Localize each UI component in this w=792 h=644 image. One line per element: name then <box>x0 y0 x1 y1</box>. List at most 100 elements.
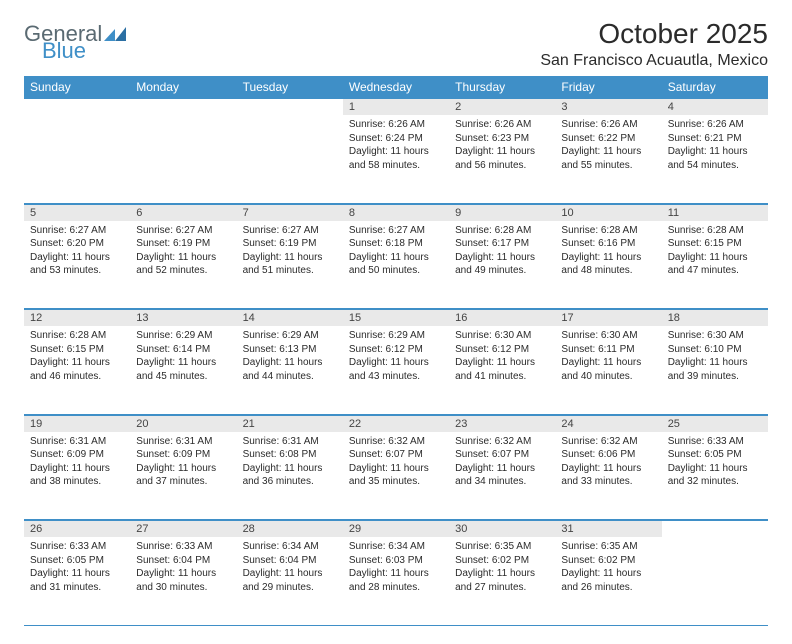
dow-header: Sunday <box>24 76 130 98</box>
daylight-line: Daylight: 11 hours and 47 minutes. <box>668 251 762 278</box>
sunset-line: Sunset: 6:04 PM <box>136 554 230 568</box>
calendar-cell: Sunrise: 6:28 AMSunset: 6:15 PMDaylight:… <box>24 326 130 414</box>
sunrise-line: Sunrise: 6:32 AM <box>561 435 655 449</box>
day-number: 6 <box>130 204 236 221</box>
calendar-cell: Sunrise: 6:32 AMSunset: 6:07 PMDaylight:… <box>343 432 449 520</box>
daylight-line: Daylight: 11 hours and 50 minutes. <box>349 251 443 278</box>
day-number: 3 <box>555 98 661 115</box>
sunrise-line: Sunrise: 6:33 AM <box>668 435 762 449</box>
calendar-cell: Sunrise: 6:27 AMSunset: 6:19 PMDaylight:… <box>130 221 236 309</box>
daylight-line: Daylight: 11 hours and 39 minutes. <box>668 356 762 383</box>
daylight-line: Daylight: 11 hours and 58 minutes. <box>349 145 443 172</box>
sunset-line: Sunset: 6:13 PM <box>243 343 337 357</box>
day-number: 1 <box>343 98 449 115</box>
day-number: 2 <box>449 98 555 115</box>
sunset-line: Sunset: 6:03 PM <box>349 554 443 568</box>
daylight-line: Daylight: 11 hours and 43 minutes. <box>349 356 443 383</box>
calendar-cell <box>24 115 130 203</box>
dow-header: Wednesday <box>343 76 449 98</box>
daylight-line: Daylight: 11 hours and 38 minutes. <box>30 462 124 489</box>
sunrise-line: Sunrise: 6:30 AM <box>668 329 762 343</box>
daylight-line: Daylight: 11 hours and 48 minutes. <box>561 251 655 278</box>
sunset-line: Sunset: 6:06 PM <box>561 448 655 462</box>
calendar-cell: Sunrise: 6:30 AMSunset: 6:11 PMDaylight:… <box>555 326 661 414</box>
day-number: 28 <box>237 520 343 537</box>
day-number: 30 <box>449 520 555 537</box>
day-number: 21 <box>237 415 343 432</box>
dow-header: Saturday <box>662 76 768 98</box>
calendar-cell: Sunrise: 6:33 AMSunset: 6:05 PMDaylight:… <box>662 432 768 520</box>
daylight-line: Daylight: 11 hours and 33 minutes. <box>561 462 655 489</box>
day-number: 15 <box>343 309 449 326</box>
daylight-line: Daylight: 11 hours and 34 minutes. <box>455 462 549 489</box>
sunrise-line: Sunrise: 6:29 AM <box>349 329 443 343</box>
calendar-cell: Sunrise: 6:29 AMSunset: 6:13 PMDaylight:… <box>237 326 343 414</box>
sunrise-line: Sunrise: 6:35 AM <box>561 540 655 554</box>
sunrise-line: Sunrise: 6:27 AM <box>136 224 230 238</box>
sunrise-line: Sunrise: 6:32 AM <box>349 435 443 449</box>
calendar-cell: Sunrise: 6:29 AMSunset: 6:12 PMDaylight:… <box>343 326 449 414</box>
day-number: 22 <box>343 415 449 432</box>
sunset-line: Sunset: 6:19 PM <box>136 237 230 251</box>
calendar-cell <box>237 115 343 203</box>
calendar-table: SundayMondayTuesdayWednesdayThursdayFrid… <box>24 76 768 626</box>
calendar-cell: Sunrise: 6:32 AMSunset: 6:06 PMDaylight:… <box>555 432 661 520</box>
day-number: 25 <box>662 415 768 432</box>
calendar-cell: Sunrise: 6:29 AMSunset: 6:14 PMDaylight:… <box>130 326 236 414</box>
sunset-line: Sunset: 6:17 PM <box>455 237 549 251</box>
sunrise-line: Sunrise: 6:28 AM <box>455 224 549 238</box>
calendar-cell: Sunrise: 6:26 AMSunset: 6:21 PMDaylight:… <box>662 115 768 203</box>
daylight-line: Daylight: 11 hours and 45 minutes. <box>136 356 230 383</box>
sunrise-line: Sunrise: 6:35 AM <box>455 540 549 554</box>
calendar-cell: Sunrise: 6:31 AMSunset: 6:09 PMDaylight:… <box>130 432 236 520</box>
sunrise-line: Sunrise: 6:34 AM <box>349 540 443 554</box>
daylight-line: Daylight: 11 hours and 49 minutes. <box>455 251 549 278</box>
logo-text-2: Blue <box>42 41 126 62</box>
daylight-line: Daylight: 11 hours and 32 minutes. <box>668 462 762 489</box>
calendar-cell: Sunrise: 6:27 AMSunset: 6:19 PMDaylight:… <box>237 221 343 309</box>
sunset-line: Sunset: 6:05 PM <box>30 554 124 568</box>
sunset-line: Sunset: 6:05 PM <box>668 448 762 462</box>
sunset-line: Sunset: 6:07 PM <box>349 448 443 462</box>
page-title: October 2025 <box>540 18 768 50</box>
daylight-line: Daylight: 11 hours and 27 minutes. <box>455 567 549 594</box>
daylight-line: Daylight: 11 hours and 41 minutes. <box>455 356 549 383</box>
daylight-line: Daylight: 11 hours and 56 minutes. <box>455 145 549 172</box>
calendar-cell: Sunrise: 6:28 AMSunset: 6:15 PMDaylight:… <box>662 221 768 309</box>
sunset-line: Sunset: 6:20 PM <box>30 237 124 251</box>
daylight-line: Daylight: 11 hours and 31 minutes. <box>30 567 124 594</box>
sunset-line: Sunset: 6:22 PM <box>561 132 655 146</box>
sunset-line: Sunset: 6:24 PM <box>349 132 443 146</box>
calendar-cell: Sunrise: 6:26 AMSunset: 6:24 PMDaylight:… <box>343 115 449 203</box>
sunrise-line: Sunrise: 6:34 AM <box>243 540 337 554</box>
daylight-line: Daylight: 11 hours and 30 minutes. <box>136 567 230 594</box>
daylight-line: Daylight: 11 hours and 44 minutes. <box>243 356 337 383</box>
day-number: 17 <box>555 309 661 326</box>
calendar-cell: Sunrise: 6:28 AMSunset: 6:16 PMDaylight:… <box>555 221 661 309</box>
dow-header: Monday <box>130 76 236 98</box>
day-number: 20 <box>130 415 236 432</box>
sunrise-line: Sunrise: 6:31 AM <box>243 435 337 449</box>
day-number <box>237 98 343 115</box>
day-number: 10 <box>555 204 661 221</box>
daylight-line: Daylight: 11 hours and 35 minutes. <box>349 462 443 489</box>
day-number <box>130 98 236 115</box>
dow-header: Thursday <box>449 76 555 98</box>
daylight-line: Daylight: 11 hours and 55 minutes. <box>561 145 655 172</box>
sunrise-line: Sunrise: 6:26 AM <box>668 118 762 132</box>
sunrise-line: Sunrise: 6:28 AM <box>30 329 124 343</box>
daylight-line: Daylight: 11 hours and 37 minutes. <box>136 462 230 489</box>
location-label: San Francisco Acuautla, Mexico <box>540 52 768 70</box>
daylight-line: Daylight: 11 hours and 29 minutes. <box>243 567 337 594</box>
sunset-line: Sunset: 6:15 PM <box>668 237 762 251</box>
day-number: 9 <box>449 204 555 221</box>
calendar-cell: Sunrise: 6:26 AMSunset: 6:22 PMDaylight:… <box>555 115 661 203</box>
daylight-line: Daylight: 11 hours and 52 minutes. <box>136 251 230 278</box>
sunrise-line: Sunrise: 6:28 AM <box>668 224 762 238</box>
sunrise-line: Sunrise: 6:33 AM <box>30 540 124 554</box>
calendar-cell: Sunrise: 6:32 AMSunset: 6:07 PMDaylight:… <box>449 432 555 520</box>
sunset-line: Sunset: 6:21 PM <box>668 132 762 146</box>
daylight-line: Daylight: 11 hours and 40 minutes. <box>561 356 655 383</box>
logo: General Blue <box>24 24 126 62</box>
day-number: 31 <box>555 520 661 537</box>
